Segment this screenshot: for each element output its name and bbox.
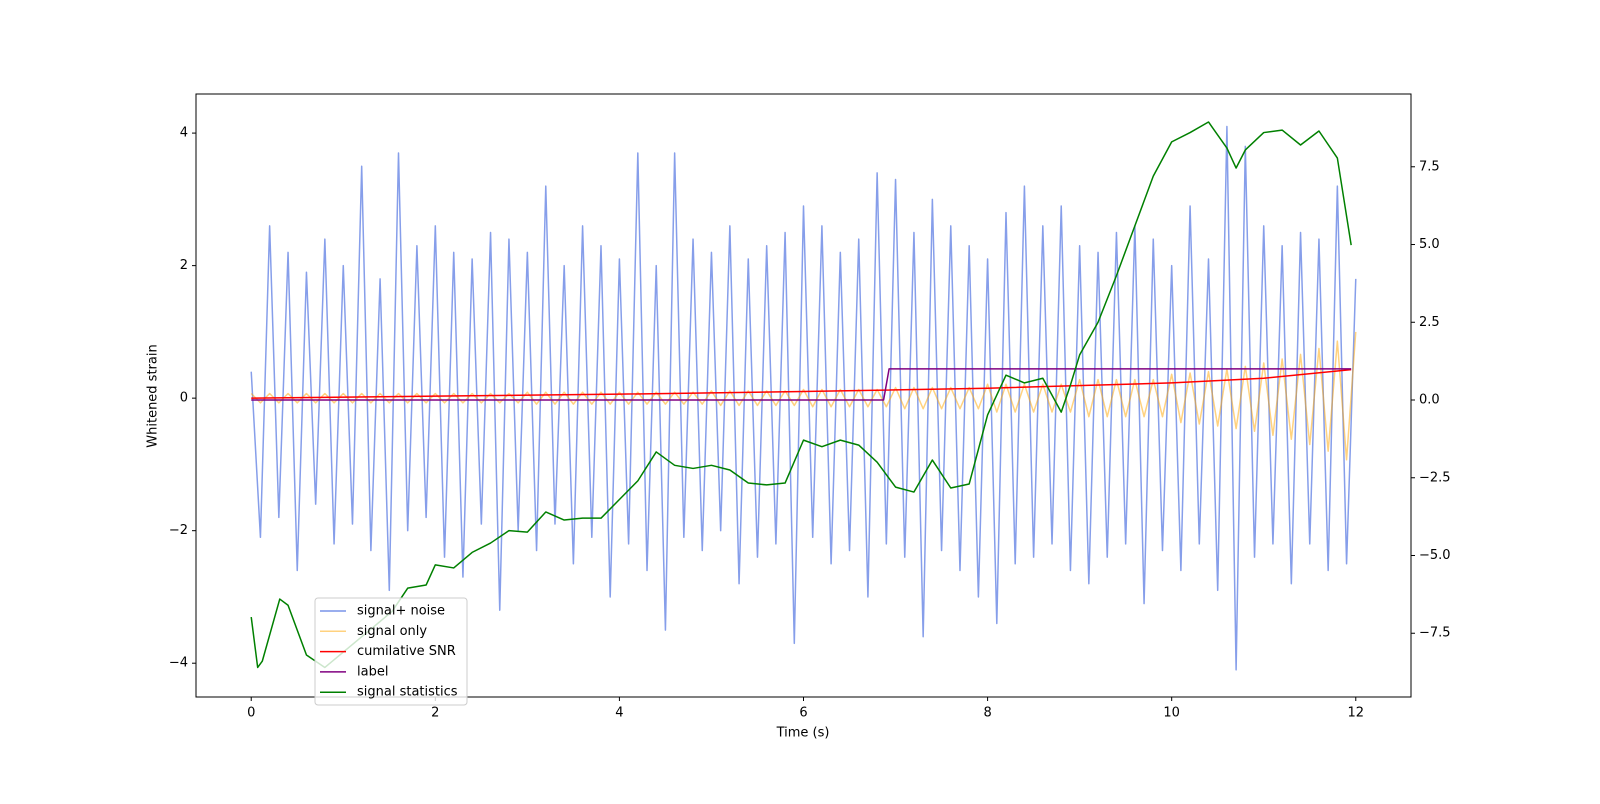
legend-label: cumilative SNR: [357, 644, 456, 659]
x-tick-label: 12: [1347, 706, 1364, 721]
legend-label: signal statistics: [357, 685, 458, 700]
legend: signal+ noise signal only cumilative SNR la…: [314, 597, 468, 706]
x-tick-label: 0: [247, 706, 255, 721]
y2-tick-label: 0.0: [1419, 393, 1440, 408]
x-tick-label: 10: [1163, 706, 1180, 721]
x-tick-label: 6: [799, 706, 807, 721]
x-axis-label: Time (s): [776, 726, 830, 741]
series-line: [251, 368, 1352, 399]
y2-tick-label: 2.5: [1419, 315, 1440, 330]
x-tick-label: 2: [431, 706, 439, 721]
plot-area: [250, 121, 1357, 671]
legend-label: signal+ noise: [357, 604, 445, 619]
series-line: [251, 368, 1352, 401]
y-tick-label: −4: [169, 656, 188, 671]
y-tick-label: 0: [180, 391, 188, 406]
series-line: [250, 121, 1352, 669]
y-axis-label: Whitened strain: [146, 344, 161, 447]
legend-box: [314, 597, 468, 706]
y-tick-label: 4: [180, 126, 188, 141]
y2-tick-label: −5.0: [1419, 548, 1451, 563]
legend-label: label: [357, 664, 388, 679]
legend-label: signal only: [357, 624, 427, 639]
x-tick-label: 4: [615, 706, 623, 721]
y-tick-label: −2: [169, 523, 188, 538]
y2-tick-label: 7.5: [1419, 159, 1440, 174]
y2-tick-label: 5.0: [1419, 237, 1440, 252]
y-tick-label: 2: [180, 258, 188, 273]
y2-tick-label: −2.5: [1419, 470, 1451, 485]
y2-tick-label: −7.5: [1419, 626, 1451, 641]
series-line: [250, 331, 1357, 461]
x-tick-label: 8: [983, 706, 991, 721]
series-line: [250, 125, 1357, 671]
